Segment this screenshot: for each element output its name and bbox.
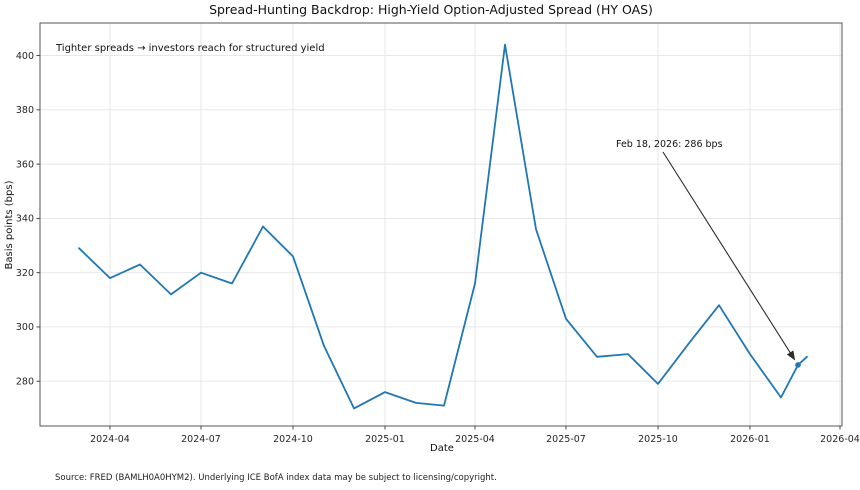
x-tick-label: 2025-01 <box>365 434 405 445</box>
y-tick-label: 300 <box>16 322 34 333</box>
x-tick-label: 2026-01 <box>730 434 770 445</box>
note-annotation: Tighter spreads → investors reach for st… <box>55 43 325 54</box>
y-axis-label: Basis points (bps) <box>4 180 15 269</box>
x-tick-label: 2024-07 <box>181 434 221 445</box>
x-tick-label: 2025-04 <box>455 434 495 445</box>
chart-title: Spread-Hunting Backdrop: High-Yield Opti… <box>209 2 653 17</box>
x-tick-label: 2025-10 <box>638 434 678 445</box>
x-tick-label: 2025-07 <box>546 434 586 445</box>
annotated-point-marker <box>795 362 801 368</box>
gridlines <box>40 23 842 426</box>
y-tick-label: 320 <box>16 268 34 279</box>
point-annotation-label: Feb 18, 2026: 286 bps <box>616 139 723 150</box>
annotation-arrow-layer <box>662 151 796 361</box>
y-tick-label: 340 <box>16 214 34 225</box>
x-tick-label: 2026-04 <box>820 434 860 445</box>
y-tick-label: 280 <box>16 376 34 387</box>
x-tick-label: 2024-04 <box>90 434 130 445</box>
y-tick-label: 380 <box>16 105 34 116</box>
source-note: Source: FRED (BAMLH0A0HYM2). Underlying … <box>55 473 497 483</box>
axes: 280 300 320 340 360 380 400 2024-04 2024-07 2024-… <box>16 22 860 445</box>
y-tick-label: 400 <box>16 51 34 62</box>
y-tick-label: 360 <box>16 159 34 170</box>
plot-border <box>39 22 843 427</box>
hy-oas-line <box>78 43 808 410</box>
annotation-arrow <box>662 151 796 361</box>
x-tick-label: 2024-10 <box>273 434 313 445</box>
x-axis-label: Date <box>430 443 454 454</box>
data-series <box>78 43 808 410</box>
